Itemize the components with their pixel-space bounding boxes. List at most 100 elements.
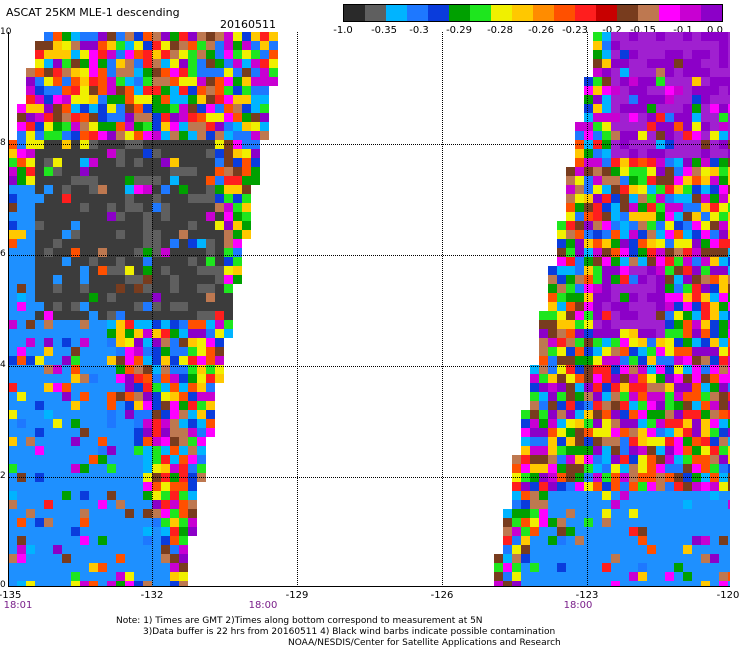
swath-cell <box>26 77 35 86</box>
swath-cell <box>530 482 539 491</box>
swath-cell <box>170 374 179 383</box>
swath-cell <box>251 95 260 104</box>
swath-cell <box>629 338 638 347</box>
swath-cell <box>728 194 730 203</box>
swath-cell <box>98 491 107 500</box>
swath-cell <box>80 41 89 50</box>
swath-cell <box>647 500 656 509</box>
swath-cell <box>593 131 602 140</box>
swath-cell <box>656 401 665 410</box>
swath-cell <box>44 239 53 248</box>
swath-cell <box>638 266 647 275</box>
swath-cell <box>152 563 161 572</box>
swath-cell <box>647 482 656 491</box>
swath-cell <box>62 50 71 59</box>
swath-cell <box>179 464 188 473</box>
swath-cell <box>647 221 656 230</box>
swath-cell <box>215 374 224 383</box>
swath-cell <box>665 275 674 284</box>
swath-cell <box>710 329 719 338</box>
swath-cell <box>602 302 611 311</box>
swath-cell <box>611 509 620 518</box>
swath-cell <box>71 239 80 248</box>
swath-cell <box>17 392 26 401</box>
swath-cell <box>215 32 224 41</box>
swath-cell <box>629 104 638 113</box>
swath-cell <box>719 527 728 536</box>
swath-cell <box>656 482 665 491</box>
swath-cell <box>710 248 719 257</box>
swath-cell <box>179 104 188 113</box>
swath-cell <box>602 104 611 113</box>
swath-cell <box>152 428 161 437</box>
swath-cell <box>260 104 269 113</box>
swath-cell <box>656 86 665 95</box>
swath-cell <box>557 464 566 473</box>
swath-cell <box>665 293 674 302</box>
swath-cell <box>197 455 206 464</box>
swath-cell <box>125 365 134 374</box>
swath-cell <box>656 68 665 77</box>
swath-cell <box>179 383 188 392</box>
swath-cell <box>647 509 656 518</box>
swath-cell <box>143 347 152 356</box>
swath-cell <box>530 374 539 383</box>
swath-cell <box>665 446 674 455</box>
swath-cell <box>548 464 557 473</box>
swath-cell <box>107 338 116 347</box>
swath-cell <box>62 194 71 203</box>
swath-cell <box>26 167 35 176</box>
swath-cell <box>656 95 665 104</box>
swath-cell <box>8 302 17 311</box>
swath-cell <box>683 77 692 86</box>
swath-cell <box>170 230 179 239</box>
swath-cell <box>557 302 566 311</box>
swath-cell <box>701 230 710 239</box>
swath-cell <box>557 545 566 554</box>
swath-cell <box>161 176 170 185</box>
swath-cell <box>512 482 521 491</box>
swath-cell <box>656 167 665 176</box>
swath-cell <box>161 572 170 581</box>
swath-cell <box>701 257 710 266</box>
swath-cell <box>674 410 683 419</box>
swath-cell <box>566 581 575 587</box>
swath-cell <box>152 95 161 104</box>
swath-cell <box>215 194 224 203</box>
swath-cell <box>35 158 44 167</box>
swath-cell <box>251 68 260 77</box>
swath-cell <box>62 167 71 176</box>
swath-cell <box>674 203 683 212</box>
swath-cell <box>692 374 701 383</box>
swath-cell <box>719 410 728 419</box>
swath-cell <box>584 95 593 104</box>
swath-cell <box>674 230 683 239</box>
swath-cell <box>224 86 233 95</box>
swath-cell <box>665 149 674 158</box>
swath-cell <box>674 95 683 104</box>
swath-cell <box>656 212 665 221</box>
swath-cell <box>674 248 683 257</box>
swath-cell <box>143 230 152 239</box>
swath-cell <box>143 284 152 293</box>
swath-cell <box>566 365 575 374</box>
swath-cell <box>575 563 584 572</box>
swath-cell <box>26 446 35 455</box>
swath-cell <box>548 437 557 446</box>
swath-cell <box>44 374 53 383</box>
lon-label-123: -123 <box>575 590 599 601</box>
swath-cell <box>512 491 521 500</box>
swath-cell <box>575 374 584 383</box>
swath-cell <box>125 95 134 104</box>
swath-cell <box>107 455 116 464</box>
swath-cell <box>620 437 629 446</box>
swath-cell <box>674 32 683 41</box>
swath-cell <box>62 212 71 221</box>
swath-cell <box>557 320 566 329</box>
swath-cell <box>107 581 116 587</box>
swath-cell <box>575 239 584 248</box>
colorbar-label: -0.15 <box>630 25 656 36</box>
swath-cell <box>548 410 557 419</box>
swath-cell <box>233 158 242 167</box>
swath-cell <box>701 275 710 284</box>
